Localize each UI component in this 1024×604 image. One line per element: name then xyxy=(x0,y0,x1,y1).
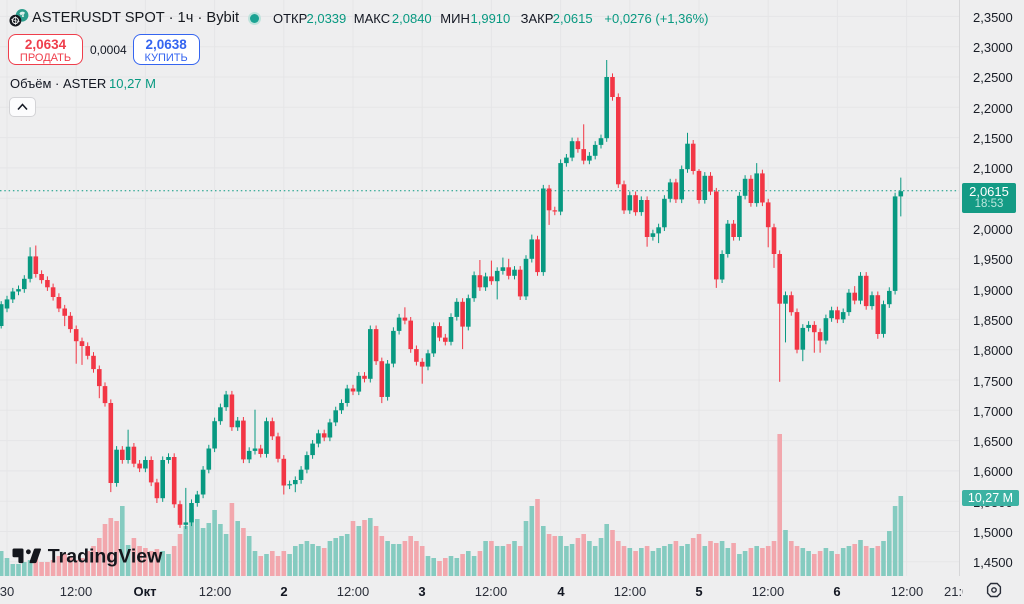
svg-text:TradingView: TradingView xyxy=(48,546,163,568)
